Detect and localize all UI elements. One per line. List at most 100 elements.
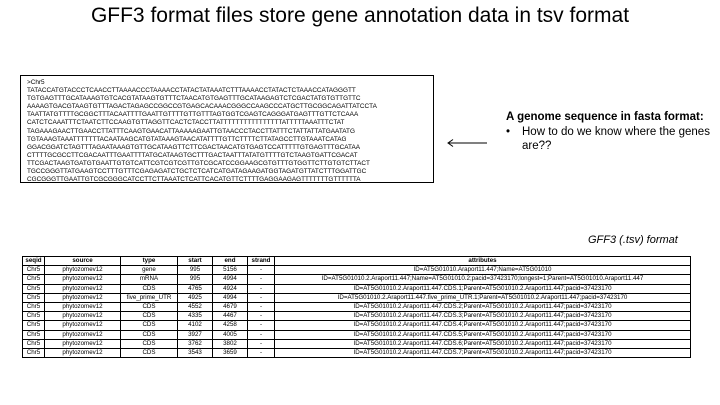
bullet-dot-icon: • <box>506 126 511 138</box>
cell-attributes: ID=AT5G01010.Araport11.447;Name=AT5G0101… <box>274 265 691 276</box>
table-row: Chr5 phytozomev12 five_prime_UTR 4925 4994- I… <box>22 292 691 304</box>
column-header-strand: strand <box>247 255 275 267</box>
cell-start: 995 <box>177 274 213 285</box>
callout-heading: A genome sequence in fasta format: <box>506 111 704 123</box>
fasta-sequence-line: AAAAGTGACGTAAGTGTTTAGACTAGAGCCGGCCGTGAGC… <box>27 103 377 111</box>
table-row: Chr5 phytozomev12 CDS 3762 3802- ID=AT5G01010… <box>22 338 691 350</box>
cell-seqid: Chr5 <box>22 274 45 285</box>
cell-end: 4994 <box>212 292 248 304</box>
fasta-sequence-line: CGCGGGTTGAATTGTCGCGGGCATCCTTCTTAAATCTCAT… <box>27 176 361 183</box>
cell-start: 4102 <box>177 320 213 331</box>
cell-seqid: Chr5 <box>22 348 45 359</box>
cell-seqid: Chr5 <box>22 292 45 304</box>
cell-start: 3927 <box>177 329 213 340</box>
cell-type: mRNA <box>120 274 178 285</box>
cell-end: 3659 <box>212 348 248 359</box>
cell-type: CDS <box>120 338 178 350</box>
column-header-seqid: seqid <box>22 255 45 267</box>
cell-attributes: ID=AT5G01010.2.Araport11.447.five_prime_… <box>274 292 691 304</box>
fasta-sequence-line: CATCTCAAATTTCTAATCTTCCAAGTGTTAGGTTCACTCT… <box>27 119 345 127</box>
fasta-sequence-line: TATACCATGTACCCTCAACCTTAAAACCCTAAAACCTATA… <box>27 87 356 95</box>
cell-type: CDS <box>120 329 178 340</box>
slide-title: GFF3 format files store gene annotation … <box>90 4 630 27</box>
table-row: Chr5 phytozomev12 gene 995 5156- ID=AT5G01010… <box>22 265 691 276</box>
cell-start: 3543 <box>177 348 213 359</box>
cell-strand: - <box>247 329 275 340</box>
cell-end: 4924 <box>212 283 248 294</box>
cell-seqid: Chr5 <box>22 329 45 340</box>
cell-source: phytozomev12 <box>44 311 121 322</box>
callout-bullet-text: How to do we know where the genes are?? <box>522 126 710 152</box>
table-row: Chr5 phytozomev12 CDS 4552 4679- ID=AT5G01010… <box>22 302 691 313</box>
cell-type: CDS <box>120 320 178 331</box>
cell-strand: - <box>247 283 275 294</box>
column-header-type: type <box>120 255 178 267</box>
cell-start: 995 <box>177 265 213 276</box>
fasta-callout: A genome sequence in fasta format: • How… <box>506 110 716 153</box>
cell-type: gene <box>120 265 178 276</box>
cell-attributes: ID=AT5G01010.2.Araport11.447.CDS.7;Paren… <box>274 348 691 359</box>
cell-attributes: ID=AT5G01010.2.Araport11.447.CDS.1;Paren… <box>274 283 691 294</box>
cell-start: 3762 <box>177 338 213 350</box>
cell-source: phytozomev12 <box>44 338 121 350</box>
cell-start: 4925 <box>177 292 213 304</box>
cell-attributes: ID=AT5G01010.2.Araport11.447.CDS.4;Paren… <box>274 320 691 331</box>
table-body: Chr5 phytozomev12 gene 995 5156- ID=AT5G01010… <box>22 265 691 359</box>
gff3-table: seqid source type start end strand attributes … <box>22 255 691 359</box>
cell-seqid: Chr5 <box>22 311 45 322</box>
callout-bullet: • How to do we know where the genes are?… <box>506 125 716 153</box>
cell-end: 4258 <box>212 320 248 331</box>
cell-end: 4005 <box>212 329 248 340</box>
cell-source: phytozomev12 <box>44 283 121 294</box>
cell-source: phytozomev12 <box>44 265 121 276</box>
fasta-sequence-line: CTTTTGCGCCTTCGACAATTTGAATTTTATGCATAAGTGC… <box>27 151 358 159</box>
cell-strand: - <box>247 320 275 331</box>
fasta-sequence-line: TGCCGGGTTATGAAGTCCTTTGTTTCGAGAGATCTGCTCT… <box>27 168 367 176</box>
table-row: Chr5 phytozomev12 CDS 3927 4005- ID=AT5G01010… <box>22 329 691 340</box>
cell-attributes: ID=AT5G01010.2.Araport11.447;Name=AT5G01… <box>274 274 691 285</box>
cell-end: 4467 <box>212 311 248 322</box>
table-row: Chr5 phytozomev12 CDS 4335 4467- ID=AT5G01010… <box>22 311 691 322</box>
cell-end: 4679 <box>212 302 248 313</box>
cell-seqid: Chr5 <box>22 338 45 350</box>
cell-source: phytozomev12 <box>44 274 121 285</box>
fasta-sequence-line: TGTAAAGTAAATTTTTTTACAATAAGCATGTATAAAGTAA… <box>27 135 347 143</box>
cell-strand: - <box>247 274 275 285</box>
cell-end: 5156 <box>212 265 248 276</box>
left-arrow-icon <box>447 139 487 147</box>
cell-source: phytozomev12 <box>44 292 121 304</box>
cell-seqid: Chr5 <box>22 302 45 313</box>
cell-source: phytozomev12 <box>44 329 121 340</box>
fasta-sequence-line: GGACGGATCTAGTTTAGAATAAAGTGTTGCATAAGTTCTT… <box>27 143 361 151</box>
cell-type: CDS <box>120 348 178 359</box>
cell-seqid: Chr5 <box>22 320 45 331</box>
cell-start: 4552 <box>177 302 213 313</box>
cell-start: 4335 <box>177 311 213 322</box>
fasta-sequence-line: TAATTATGTTTTGCGGCTTTACAATTTTGAATTGTTTTGT… <box>27 111 359 119</box>
cell-seqid: Chr5 <box>22 265 45 276</box>
fasta-sequence-line: TGTGAGTTTGCATAAAGTGTCACGTATAAGTGTTTCTAAC… <box>27 95 361 103</box>
cell-strand: - <box>247 302 275 313</box>
cell-strand: - <box>247 292 275 304</box>
cell-type: CDS <box>120 302 178 313</box>
table-row: Chr5 phytozomev12 mRNA 995 4994- ID=AT5G01010… <box>22 274 691 285</box>
cell-end: 4994 <box>212 274 248 285</box>
table-row: Chr5 phytozomev12 CDS 4765 4924- ID=AT5G01010… <box>22 283 691 294</box>
cell-strand: - <box>247 311 275 322</box>
cell-start: 4765 <box>177 283 213 294</box>
cell-source: phytozomev12 <box>44 302 121 313</box>
column-header-source: source <box>44 255 121 267</box>
cell-type: five_prime_UTR <box>120 292 178 304</box>
cell-attributes: ID=AT5G01010.2.Araport11.447.CDS.5;Paren… <box>274 329 691 340</box>
cell-strand: - <box>247 348 275 359</box>
cell-seqid: Chr5 <box>22 283 45 294</box>
cell-strand: - <box>247 265 275 276</box>
cell-attributes: ID=AT5G01010.2.Araport11.447.CDS.2;Paren… <box>274 302 691 313</box>
cell-source: phytozomev12 <box>44 320 121 331</box>
cell-attributes: ID=AT5G01010.2.Araport11.447.CDS.3;Paren… <box>274 311 691 322</box>
cell-strand: - <box>247 338 275 350</box>
fasta-sequence-box: >Chr5 TATACCATGTACCCTCAACCTTAAAACCCTAAAAC… <box>20 75 434 183</box>
table-row: Chr5 phytozomev12 CDS 4102 4258- ID=AT5G01010… <box>22 320 691 331</box>
fasta-header-line: >Chr5 <box>27 79 45 86</box>
fasta-sequence-line: TAGAAAGAACTTGAACCTTATTTCAAGTGAACATTAAAAA… <box>27 127 355 135</box>
